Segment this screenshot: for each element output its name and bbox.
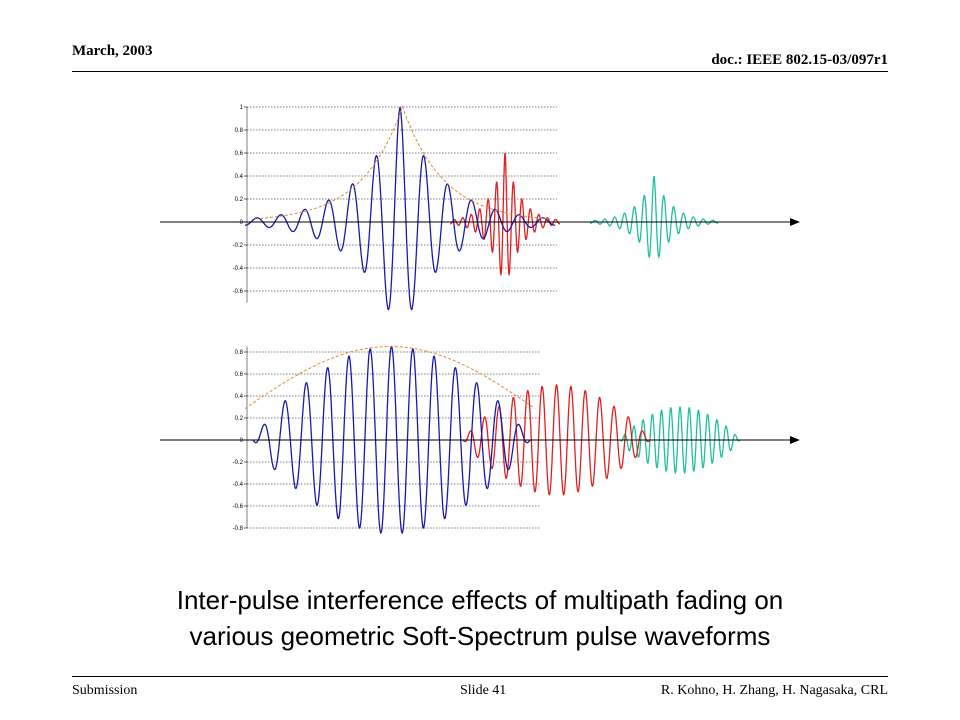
y-tick-label: 0.2 bbox=[235, 416, 244, 422]
caption-line-2: various geometric Soft-Spectrum pulse wa… bbox=[189, 621, 771, 651]
envelope-curve bbox=[254, 105, 551, 220]
y-tick-label: -0.4 bbox=[233, 266, 244, 272]
slide-caption: Inter-pulse interference effects of mult… bbox=[60, 582, 900, 654]
y-tick-label: -0.2 bbox=[233, 460, 244, 466]
time-axis-arrowhead bbox=[790, 218, 800, 226]
caption-line-1: Inter-pulse interference effects of mult… bbox=[176, 585, 784, 615]
y-tick-label: 0 bbox=[240, 220, 244, 226]
y-tick-label: -0.4 bbox=[233, 482, 244, 488]
envelope-curve bbox=[244, 346, 536, 409]
y-tick-label: 1 bbox=[240, 105, 244, 111]
footer-divider bbox=[72, 676, 888, 677]
waveform-series-1 bbox=[244, 106, 556, 311]
y-tick-label: -0.6 bbox=[233, 504, 244, 510]
chart-exponential-pulse: 1 0.8 0.6 0.4 0.2 0 -0.2 -0.4 -0.6 bbox=[160, 105, 800, 311]
footer-authors: R. Kohno, H. Zhang, H. Nagasaka, CRL bbox=[660, 683, 888, 698]
chart-cosine-pulse: 0.8 0.6 0.4 0.2 0 -0.2 -0.4 -0.6 -0.8 bbox=[160, 345, 800, 535]
waveform-series-2 bbox=[462, 383, 651, 496]
footer-slide-number: Slide 41 bbox=[460, 683, 507, 698]
y-tick-label: 0 bbox=[240, 438, 244, 444]
header-doc-id: doc.: IEEE 802.15-03/097r1 bbox=[711, 52, 888, 68]
y-tick-label: 0.6 bbox=[235, 372, 244, 378]
y-tick-label: 0.2 bbox=[235, 197, 244, 203]
waveform-series-2 bbox=[450, 152, 560, 277]
footer-submission: Submission bbox=[72, 683, 138, 698]
y-tick-label: -0.6 bbox=[233, 289, 244, 295]
y-tick-label: 0.8 bbox=[235, 128, 244, 134]
header-divider bbox=[72, 71, 888, 72]
header-date: March, 2003 bbox=[72, 43, 153, 59]
y-tick-label: 0.4 bbox=[235, 394, 244, 400]
y-tick-label: -0.8 bbox=[233, 526, 244, 532]
y-tick-label: -0.2 bbox=[233, 243, 244, 249]
y-tick-label: 0.4 bbox=[235, 174, 244, 180]
y-tick-label: 0.6 bbox=[235, 151, 244, 157]
waveform-series-3 bbox=[619, 406, 741, 475]
time-axis-arrowhead bbox=[790, 436, 800, 444]
y-tick-label: 0.8 bbox=[235, 350, 244, 356]
waveform-series-3 bbox=[589, 175, 719, 259]
